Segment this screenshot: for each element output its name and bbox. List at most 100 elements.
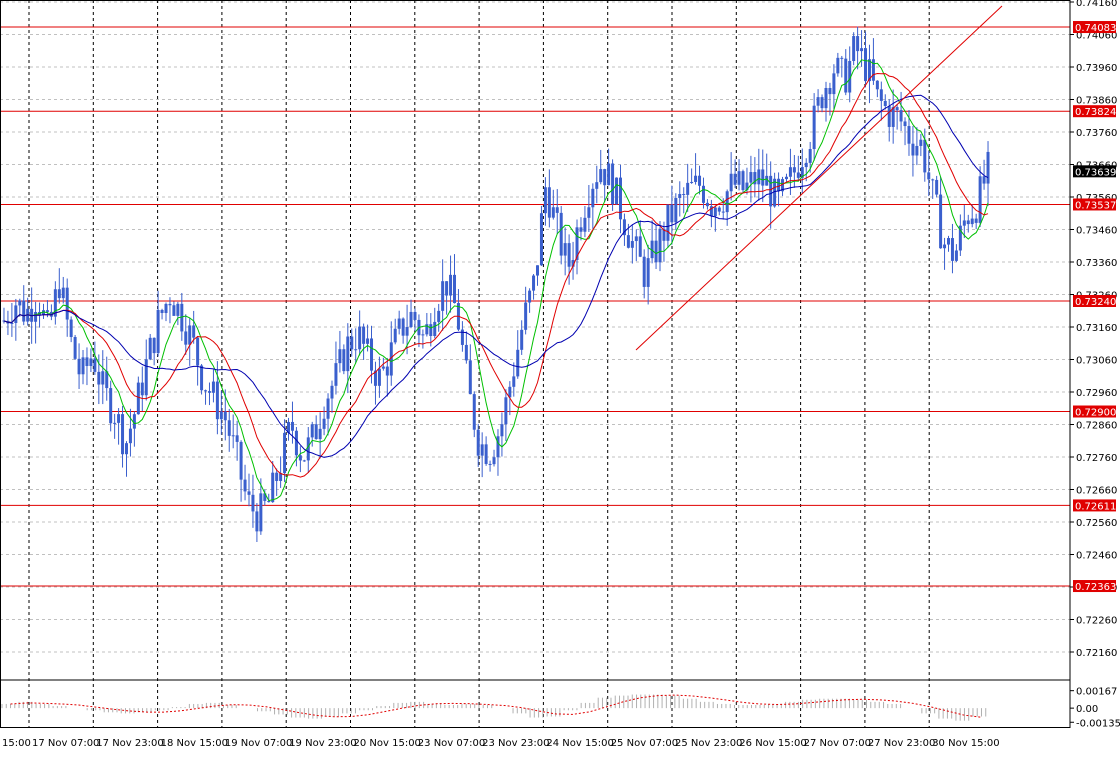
candle-body bbox=[101, 371, 105, 385]
candle-body bbox=[389, 342, 393, 376]
candle-body bbox=[413, 311, 417, 320]
level-layer bbox=[0, 26, 1070, 587]
level-label: 0.72611 bbox=[1075, 501, 1116, 512]
candle-body bbox=[516, 349, 520, 377]
x-tick-label: 24 Nov 15:00 bbox=[546, 738, 613, 749]
candle-body bbox=[860, 48, 864, 52]
candle-body bbox=[263, 493, 267, 501]
candle-body bbox=[907, 126, 911, 144]
candle-body bbox=[314, 424, 318, 440]
candle-body bbox=[61, 287, 65, 299]
candle-body bbox=[231, 435, 235, 437]
candle-body bbox=[551, 207, 555, 218]
candle-body bbox=[978, 176, 982, 223]
candle-body bbox=[646, 258, 650, 287]
candle-body bbox=[642, 256, 646, 287]
candle-body bbox=[105, 371, 109, 389]
y-tick-label: 0.72860 bbox=[1076, 421, 1117, 432]
candle-body bbox=[800, 167, 804, 178]
candle-layer bbox=[2, 26, 990, 542]
x-tick-label: 15:00 bbox=[2, 738, 31, 749]
candle-body bbox=[287, 421, 291, 433]
candle-body bbox=[480, 444, 484, 456]
x-tick-label: 20 Nov 15:00 bbox=[354, 738, 421, 749]
candle-body bbox=[81, 357, 85, 375]
candle-body bbox=[152, 337, 156, 354]
candle-body bbox=[290, 421, 294, 431]
candle-body bbox=[571, 259, 575, 267]
candle-body bbox=[832, 73, 836, 95]
y-tick-label: 0.72760 bbox=[1076, 453, 1117, 464]
candle-body bbox=[227, 420, 231, 436]
candle-body bbox=[65, 287, 69, 320]
y-tick-label: 0.72160 bbox=[1076, 648, 1117, 659]
candle-body bbox=[733, 173, 737, 185]
candle-body bbox=[196, 337, 200, 366]
candle-body bbox=[792, 167, 796, 173]
candle-body bbox=[401, 318, 405, 336]
candle-body bbox=[777, 178, 781, 192]
candle-body bbox=[306, 437, 310, 461]
candle-body bbox=[879, 89, 883, 101]
candle-body bbox=[528, 290, 532, 303]
grid-layer bbox=[0, 0, 1070, 728]
candle-body bbox=[121, 414, 125, 455]
osc-tick-label: 0.00167 bbox=[1076, 687, 1117, 698]
level-label: 0.74083 bbox=[1075, 23, 1116, 34]
candle-body bbox=[737, 171, 741, 185]
candle-body bbox=[852, 36, 856, 61]
level-label-bg bbox=[1073, 21, 1116, 34]
candle-body bbox=[267, 500, 271, 503]
candle-body bbox=[354, 349, 358, 351]
osc-tick-label: 0.00 bbox=[1076, 704, 1098, 715]
y-tick-label: 0.73760 bbox=[1076, 128, 1117, 139]
candle-body bbox=[713, 207, 717, 217]
level-label-bg bbox=[1073, 295, 1116, 307]
candle-body bbox=[899, 110, 903, 122]
candle-body bbox=[472, 394, 476, 430]
candle-body bbox=[283, 432, 287, 474]
candle-body bbox=[449, 274, 453, 296]
candle-body bbox=[192, 325, 196, 338]
candle-body bbox=[603, 169, 607, 186]
y-tick-label: 0.72960 bbox=[1076, 388, 1117, 399]
candle-body bbox=[950, 238, 954, 261]
candle-body bbox=[662, 228, 666, 241]
candle-body bbox=[587, 207, 591, 218]
candle-body bbox=[492, 457, 496, 465]
candle-body bbox=[409, 311, 413, 328]
candle-body bbox=[840, 57, 844, 59]
candle-body bbox=[618, 177, 622, 220]
current-price-label: 0.73639 bbox=[1075, 167, 1116, 178]
candle-body bbox=[765, 175, 769, 186]
candle-body bbox=[749, 172, 753, 183]
candle-body bbox=[271, 472, 275, 503]
x-tick-label: 17 Nov 07:00 bbox=[32, 738, 99, 749]
candle-body bbox=[322, 418, 326, 429]
candle-body bbox=[275, 472, 279, 481]
candle-body bbox=[895, 107, 899, 111]
candle-body bbox=[14, 305, 18, 323]
candle-body bbox=[773, 178, 777, 207]
candle-body bbox=[22, 300, 26, 322]
candle-body bbox=[45, 310, 49, 312]
x-tick-label: 19 Nov 07:00 bbox=[225, 738, 292, 749]
candle-body bbox=[235, 435, 239, 442]
candle-body bbox=[856, 36, 860, 52]
osc-signal-line bbox=[10, 694, 982, 718]
level-label-bg bbox=[1073, 105, 1116, 118]
candle-body bbox=[10, 322, 14, 324]
y-tick-label: 0.72560 bbox=[1076, 518, 1117, 529]
candle-body bbox=[583, 217, 587, 232]
candle-body bbox=[678, 193, 682, 198]
candle-body bbox=[302, 460, 306, 462]
candle-body bbox=[757, 169, 761, 185]
x-tick-label: 26 Nov 15:00 bbox=[739, 738, 806, 749]
candle-body bbox=[579, 227, 583, 232]
candle-body bbox=[318, 428, 322, 440]
candle-body bbox=[437, 310, 441, 322]
candle-body bbox=[824, 87, 828, 109]
candle-body bbox=[421, 334, 425, 336]
